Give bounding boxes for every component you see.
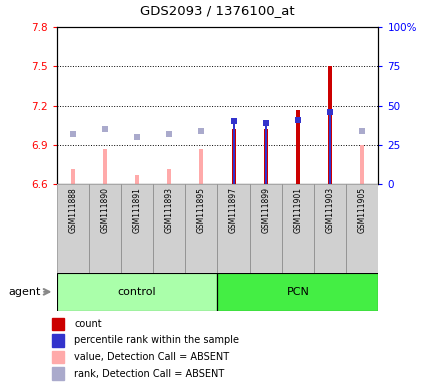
Bar bbox=[103, 149, 106, 184]
Bar bbox=[313, 184, 345, 273]
Bar bbox=[52, 351, 64, 363]
Text: GDS2093 / 1376100_at: GDS2093 / 1376100_at bbox=[140, 4, 294, 17]
Bar bbox=[185, 184, 217, 273]
Bar bbox=[328, 66, 331, 184]
Text: GSM111897: GSM111897 bbox=[229, 187, 237, 233]
Bar bbox=[232, 121, 234, 184]
Bar bbox=[199, 149, 203, 184]
Text: GSM111893: GSM111893 bbox=[164, 187, 173, 233]
Bar bbox=[281, 184, 313, 273]
Bar bbox=[345, 184, 378, 273]
Bar bbox=[71, 169, 74, 184]
Text: PCN: PCN bbox=[286, 287, 309, 297]
Text: GSM111888: GSM111888 bbox=[68, 187, 77, 233]
Bar bbox=[360, 145, 363, 184]
Text: percentile rank within the sample: percentile rank within the sample bbox=[74, 336, 239, 346]
Bar bbox=[217, 184, 249, 273]
Bar bbox=[249, 184, 281, 273]
Text: count: count bbox=[74, 319, 102, 329]
Bar bbox=[313, 184, 345, 273]
Text: GSM111905: GSM111905 bbox=[357, 187, 366, 233]
Bar bbox=[56, 273, 217, 311]
Bar bbox=[296, 109, 299, 184]
Text: value, Detection Call = ABSENT: value, Detection Call = ABSENT bbox=[74, 352, 229, 362]
Bar bbox=[263, 129, 267, 184]
Text: rank, Detection Call = ABSENT: rank, Detection Call = ABSENT bbox=[74, 369, 224, 379]
Bar bbox=[231, 129, 235, 184]
Bar bbox=[249, 184, 281, 273]
Bar bbox=[281, 184, 313, 273]
Bar bbox=[52, 367, 64, 380]
Bar bbox=[153, 184, 185, 273]
Bar bbox=[56, 184, 89, 273]
Text: control: control bbox=[118, 287, 156, 297]
Bar bbox=[56, 184, 89, 273]
Bar bbox=[52, 334, 64, 347]
Bar bbox=[345, 184, 378, 273]
Bar bbox=[217, 273, 378, 311]
Text: agent: agent bbox=[9, 287, 41, 297]
Text: GSM111899: GSM111899 bbox=[261, 187, 270, 233]
Bar bbox=[217, 184, 249, 273]
Text: GSM111890: GSM111890 bbox=[100, 187, 109, 233]
Bar bbox=[121, 184, 153, 273]
Bar bbox=[121, 184, 153, 273]
Bar bbox=[185, 184, 217, 273]
Text: GSM111891: GSM111891 bbox=[132, 187, 141, 233]
Bar bbox=[56, 273, 217, 311]
Bar bbox=[135, 175, 138, 184]
Bar bbox=[153, 184, 185, 273]
Text: GSM111903: GSM111903 bbox=[325, 187, 334, 233]
Bar bbox=[167, 169, 171, 184]
Bar bbox=[52, 318, 64, 330]
Bar bbox=[217, 273, 378, 311]
Text: GSM111901: GSM111901 bbox=[293, 187, 302, 233]
Bar bbox=[89, 184, 121, 273]
Bar bbox=[329, 112, 330, 184]
Bar bbox=[264, 123, 266, 184]
Text: GSM111895: GSM111895 bbox=[197, 187, 205, 233]
Bar bbox=[89, 184, 121, 273]
